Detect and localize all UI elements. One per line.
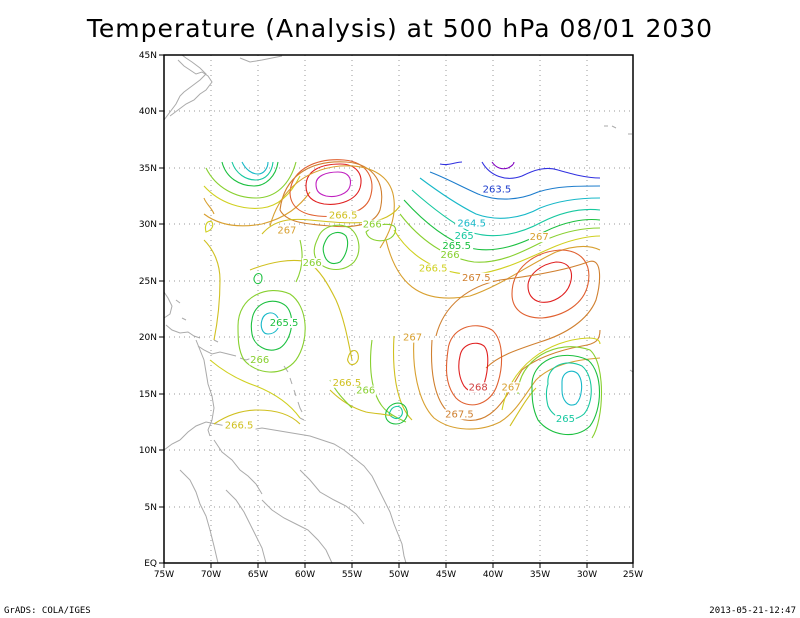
contour-label: 266.5 — [333, 378, 362, 389]
contour-label: 266 — [356, 386, 375, 397]
lon-tick-label: 75W — [154, 570, 174, 580]
contour-label-bg — [267, 317, 301, 328]
contour-label: 267 — [403, 333, 422, 344]
lat-tick-label: 25N — [139, 277, 157, 287]
contour-label: 265.5 — [442, 241, 471, 252]
contour-label: 265.5 — [270, 318, 299, 329]
contour-label: 266 — [363, 220, 382, 231]
contour-label: 265 — [455, 231, 474, 242]
contour-label: 267.5 — [462, 273, 491, 284]
timestamp-text: 2013-05-21-12:47 — [709, 606, 796, 616]
lat-tick-label: 35N — [139, 164, 157, 174]
lon-tick-label: 40W — [483, 570, 503, 580]
lon-tick-label: 50W — [389, 570, 409, 580]
credit-text: GrADS: COLA/IGES — [4, 606, 91, 616]
map-title: Temperature (Analysis) at 500 hPa 08/01 … — [86, 14, 714, 43]
contour-labels: 263.5264.5265265.5266266.5267.5267266.52… — [222, 184, 576, 432]
contour-label-bg — [222, 420, 256, 431]
lon-tick-label: 25W — [623, 570, 643, 580]
lat-tick-label: EQ — [144, 559, 157, 569]
contour-label-bg — [249, 355, 270, 366]
contour-label: 263.5 — [483, 185, 512, 196]
contour-label-bg — [326, 210, 360, 221]
contour-label: 267 — [277, 225, 296, 236]
contour-label-bg — [480, 184, 514, 195]
lat-tick-label: 10N — [139, 446, 157, 456]
contour-label-bg — [555, 413, 576, 424]
contour-label-bg — [442, 409, 476, 420]
contour-label-bg — [402, 332, 423, 343]
contour-label: 266.5 — [419, 264, 448, 275]
contour-label-bg — [439, 250, 461, 261]
lat-tick-label: 20N — [139, 333, 157, 343]
contour-label: 266.5 — [329, 211, 358, 222]
tick-marks — [159, 54, 634, 568]
coastlines — [163, 54, 634, 564]
contour-label-bg — [453, 231, 475, 242]
lat-tick-label: 30N — [139, 220, 157, 230]
lon-tick-label: 60W — [295, 570, 315, 580]
contour-label: 266 — [441, 250, 460, 261]
lat-tick-label: 45N — [139, 51, 157, 61]
lon-tick-label: 55W — [342, 570, 362, 580]
contour-label-bg — [361, 219, 383, 230]
lon-tick-label: 70W — [201, 570, 221, 580]
contour-lines — [203, 159, 603, 439]
contour-label: 267 — [502, 382, 521, 393]
lat-tick-label: 15N — [139, 390, 157, 400]
lon-tick-label: 45W — [436, 570, 456, 580]
contour-label: 265 — [556, 414, 575, 425]
contour-label-bg — [500, 382, 522, 393]
contour-label-bg — [528, 232, 550, 243]
contour-label: 266 — [250, 355, 269, 366]
lon-tick-label: 35W — [530, 570, 550, 580]
lon-tick-label: 65W — [248, 570, 268, 580]
contour-label-bg — [459, 272, 493, 283]
contour-label-bg — [355, 385, 376, 396]
lon-axis-labels: 75W 70W 65W 60W 55W 50W 45W 40W 35W 30W … — [154, 570, 643, 580]
contour-label: 264.5 — [457, 219, 486, 230]
contour-label-bg — [416, 263, 450, 274]
contour-label-bg — [330, 377, 364, 388]
contour-label-bg — [455, 218, 489, 229]
contour-label-bg — [467, 382, 489, 393]
contour-label: 266 — [303, 258, 322, 269]
contour-label-bg — [301, 258, 323, 269]
contour-label-bg — [440, 241, 474, 252]
contour-label: 267.5 — [445, 409, 474, 420]
contour-label: 266.5 — [225, 421, 254, 432]
contour-label-bg — [276, 225, 298, 236]
lat-tick-label: 40N — [139, 107, 157, 117]
lat-axis-labels: EQ 5N 10N 15N 20N 25N 30N 35N 40N 45N — [139, 51, 157, 569]
lat-tick-label: 5N — [145, 503, 157, 513]
lon-tick-label: 30W — [577, 570, 597, 580]
contour-label: 268 — [469, 382, 488, 393]
contour-label: 267 — [530, 232, 549, 243]
